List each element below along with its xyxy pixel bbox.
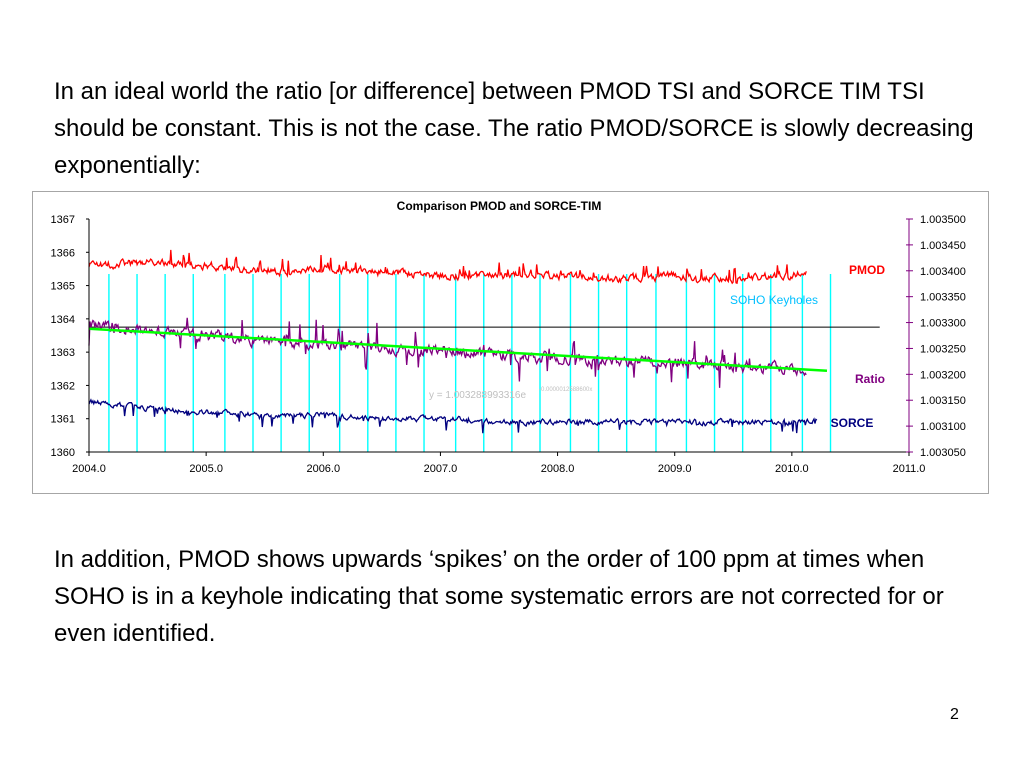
series-line-ratio (88, 317, 807, 388)
y-right-tick-label: 1.003150 (920, 395, 966, 407)
slide-number: 2 (950, 706, 959, 723)
series-label-pmod: PMOD (849, 263, 885, 277)
series-label-ratio: Ratio (855, 372, 885, 386)
y-left-tick-label: 1361 (51, 414, 75, 426)
y-right-tick-label: 1.003300 (920, 318, 966, 330)
y-left-tick-label: 1363 (51, 347, 75, 359)
trendline-equation: y = 1.003288993316e (429, 390, 526, 401)
x-tick-label: 2008.0 (541, 463, 575, 475)
y-right-tick-label: 1.003500 (920, 214, 966, 226)
y-right-tick-label: 1.003250 (920, 343, 966, 355)
y-left-tick-label: 1362 (51, 380, 75, 392)
keyhole-lines (108, 274, 832, 452)
intro-paragraph: In an ideal world the ratio [or differen… (54, 78, 974, 179)
x-tick-label: 2004.0 (72, 463, 106, 475)
x-tick-label: 2005.0 (189, 463, 223, 475)
series-line-pmod (88, 249, 807, 285)
y-right-tick-label: 1.003350 (920, 292, 966, 304)
x-tick-label: 2006.0 (306, 463, 340, 475)
series-lines (88, 249, 880, 434)
y-right-tick-label: 1.003450 (920, 240, 966, 252)
y-left-tick-label: 1364 (51, 314, 75, 326)
keyhole-label: SOHO Keyholes (730, 293, 818, 307)
y-right-tick-label: 1.003200 (920, 369, 966, 381)
y-left-tick-label: 1365 (51, 281, 75, 293)
outro-paragraph: In addition, PMOD shows upwards ‘spikes’… (54, 546, 944, 647)
y-left-tick-label: 1360 (51, 447, 75, 459)
series-label-sorce: SORCE (831, 416, 874, 430)
series-line-sorce (88, 398, 818, 434)
chart-frame: 1360 1361 1362 1363 1364 1365 1366 1367 1.003050… (32, 191, 989, 494)
y-left-tick-label: 1366 (51, 247, 75, 259)
y-right-tick-label: 1.003100 (920, 421, 966, 433)
x-tick-label: 2010.0 (775, 463, 809, 475)
chart-title: Comparison PMOD and SORCE-TIM (397, 199, 602, 213)
chart-axes: 1360 1361 1362 1363 1364 1365 1366 1367 1.003050… (51, 214, 966, 475)
x-tick-label: 2009.0 (658, 463, 692, 475)
y-left-tick-label: 1367 (51, 214, 75, 226)
y-right-tick-label: 1.003050 (920, 447, 966, 459)
x-tick-label: 2007.0 (424, 463, 458, 475)
tsi-comparison-chart: 1360 1361 1362 1363 1364 1365 1366 1367 1.003050… (51, 199, 966, 475)
y-right-tick-label: 1.003400 (920, 266, 966, 278)
trendline (88, 327, 828, 372)
chart-labels: Comparison PMOD and SORCE-TIM PMOD Ratio SO… (397, 199, 886, 430)
trendline-exponent: -0.0000012588600x (539, 387, 592, 393)
x-tick-label: 2011.0 (893, 463, 926, 475)
